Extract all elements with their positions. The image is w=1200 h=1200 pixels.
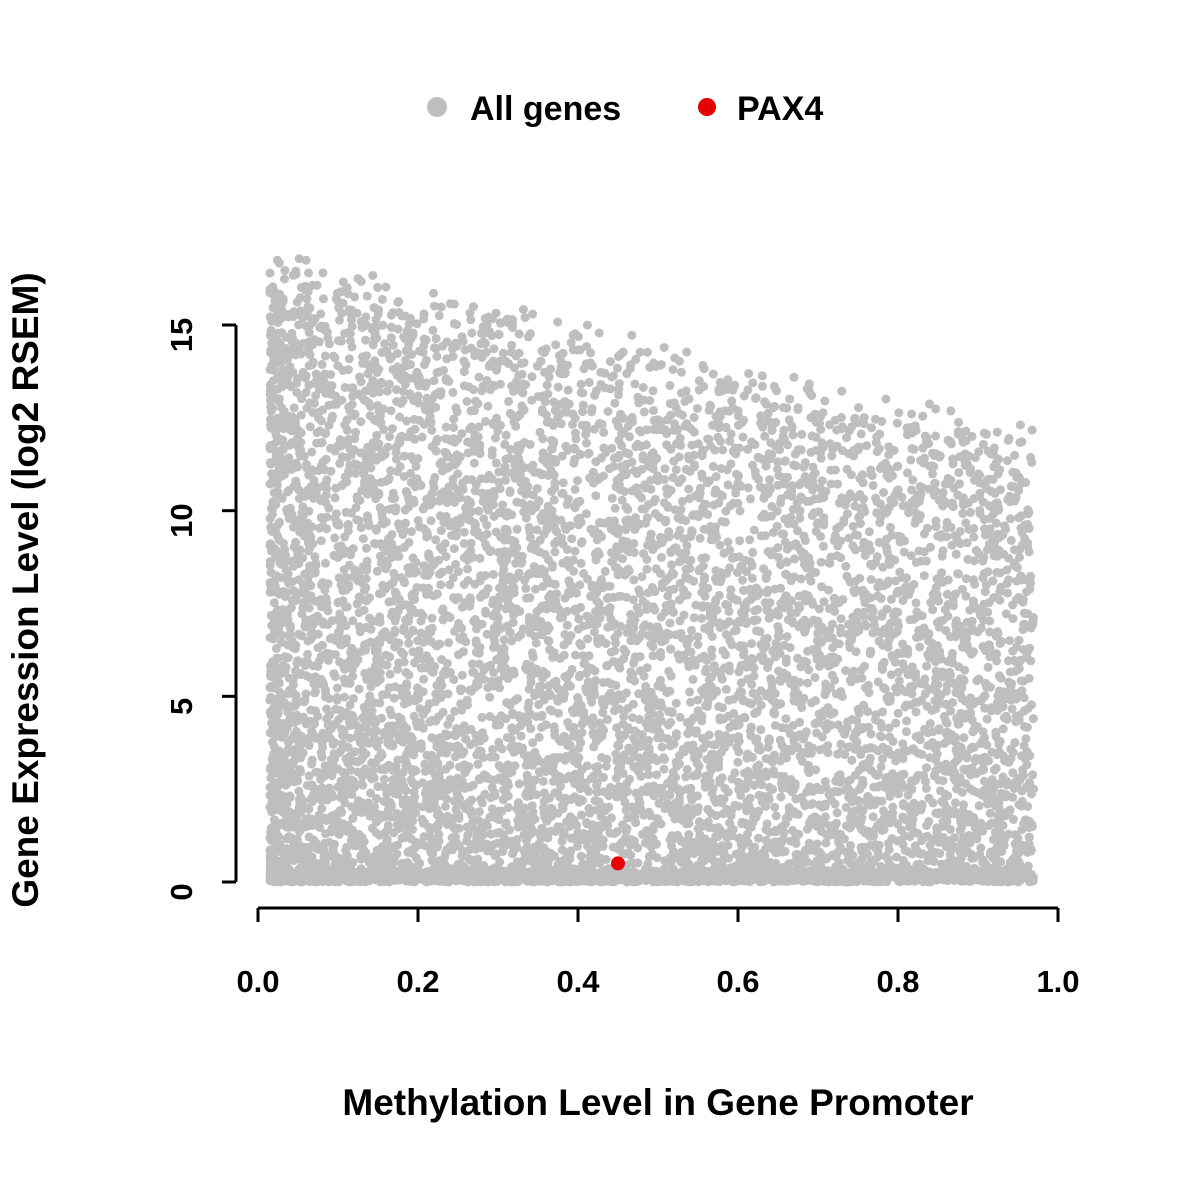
y-axis-title: Gene Expression Level (log2 RSEM) xyxy=(5,272,46,907)
all-genes-legend-dot-icon xyxy=(427,97,447,117)
pax4-legend-dot-icon xyxy=(698,98,716,116)
pax4-point xyxy=(611,856,625,871)
all-genes-legend-label: All genes xyxy=(470,90,621,128)
x-axis-title: Methylation Level in Gene Promoter xyxy=(342,1082,973,1123)
all-genes-points xyxy=(265,254,1039,887)
pax4-legend-label: PAX4 xyxy=(737,90,823,128)
x-axis-ticks: 0.0 0.2 0.4 0.6 0.8 1.0 xyxy=(236,908,1080,999)
legend: All genes PAX4 xyxy=(427,90,823,128)
x-axis: 0.0 0.2 0.4 0.6 0.8 1.0 xyxy=(236,906,1080,999)
